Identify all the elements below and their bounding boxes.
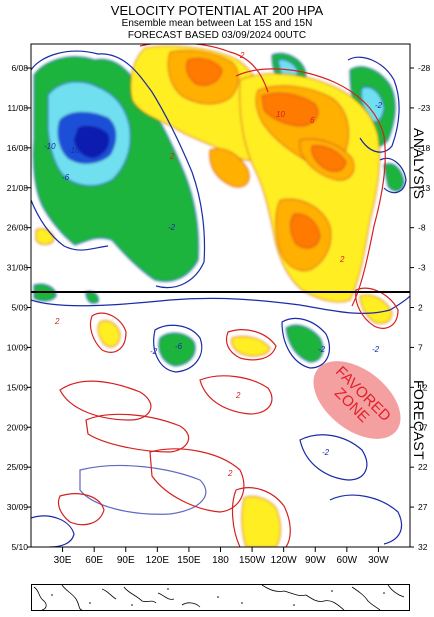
y-left-tick-label: 25/09 [7,462,29,472]
x-tick-label: 150W [239,555,266,566]
y-left-tick-label: 31/08 [7,263,29,273]
x-tick-label: 90W [305,555,326,566]
y-right-tick-label: 32 [418,542,428,552]
y-left-tick-label: 15/09 [7,382,29,392]
y-left-tick-label: 5/09 [11,303,28,313]
chart-title: VELOCITY POTENTIAL AT 200 HPA [110,3,324,18]
contour-label: 10 [276,110,285,119]
contour-field: -10 -10 -6 -2 -2 -2 -6 -2 -2 -2 10 6 2 2… [31,44,410,547]
x-tick-label: 180 [212,555,229,566]
contour-label: -2 [322,448,330,457]
x-tick-label: 150E [177,555,201,566]
y-right-tick-label: 17 [418,422,428,432]
longitude-reference-map [31,584,410,611]
contour-label: -10 [68,146,80,155]
x-axis: 30E 60E 90E 120E 150E 180 150W 120W 90W 60W 30W [54,547,389,566]
y-left-tick-label: 10/09 [7,342,29,352]
y-right-tick-label: -3 [418,263,426,273]
contour-label: 2 [239,51,245,60]
contour-label: -2 [375,101,383,110]
favored-zone-ellipse [313,361,401,439]
y-left-tick-label: 21/08 [7,183,29,193]
contour-label: 2 [54,317,60,326]
continent-outline [33,585,405,610]
y-right-tick-label: 22 [418,462,428,472]
contour-label: -2 [168,223,176,232]
x-tick-label: 30W [368,555,389,566]
analysis-side-label: ANALYSIS [411,128,427,199]
contour-label: 2 [339,255,345,264]
y-right-tick-label: 7 [418,342,423,352]
x-tick-label: 90E [117,555,135,566]
y-left-tick-label: 6/08 [11,63,28,73]
contour-label: -2 [150,347,158,356]
contour-value-labels: -10 -10 -6 -2 -2 -2 -6 -2 -2 -2 10 6 2 2… [44,51,383,478]
favored-zone-annotation: FAVOREDZONE [313,361,401,439]
y-right-tick-label: -8 [418,223,426,233]
x-tick-label: 60E [85,555,103,566]
x-tick-label: 30E [54,555,72,566]
forecast-base-line: FORECAST BASED 03/09/2024 00UTC [127,30,307,41]
y-right-tick-label: 27 [418,502,428,512]
y-left-tick-label: 20/09 [7,422,29,432]
forecast-side-label: FORECAST [411,380,427,460]
negative-contour-lines [31,50,410,547]
contour-label: 6 [310,116,315,125]
contour-label: 2 [235,391,241,400]
positive-contour-lines [57,44,399,547]
contour-label: 2 [227,469,233,478]
contour-label: -2 [372,345,380,354]
chart-subtitle: Ensemble mean between Lat 15S and 15N [121,18,313,29]
y-left-tick-label: 30/09 [7,502,29,512]
x-tick-label: 120W [271,555,298,566]
x-tick-label: 120E [146,555,170,566]
y-right-tick-label: 2 [418,303,423,313]
contour-label: 2 [169,152,175,161]
y-right-tick-label: -13 [418,183,431,193]
contour-label: -10 [44,142,56,151]
y-left-tick-label: 26/08 [7,223,29,233]
contour-label: -6 [62,173,70,182]
y-left-tick-label: 16/08 [7,143,29,153]
contour-label: -6 [175,342,183,351]
y-left-tick-label: 5/10 [11,542,28,552]
y-right-tick-label: -18 [418,143,431,153]
positive-anomaly-region [35,45,393,547]
y-axis-left: 6/08 11/08 16/08 21/08 26/08 31/08 5/09 10/09 15… [7,63,31,552]
y-right-tick-label: 12 [418,382,428,392]
contour-label: -2 [318,345,326,354]
y-right-tick-label: -23 [418,103,431,113]
y-left-tick-label: 11/08 [7,103,28,113]
x-tick-label: 60W [337,555,358,566]
y-right-tick-label: -28 [418,63,431,73]
